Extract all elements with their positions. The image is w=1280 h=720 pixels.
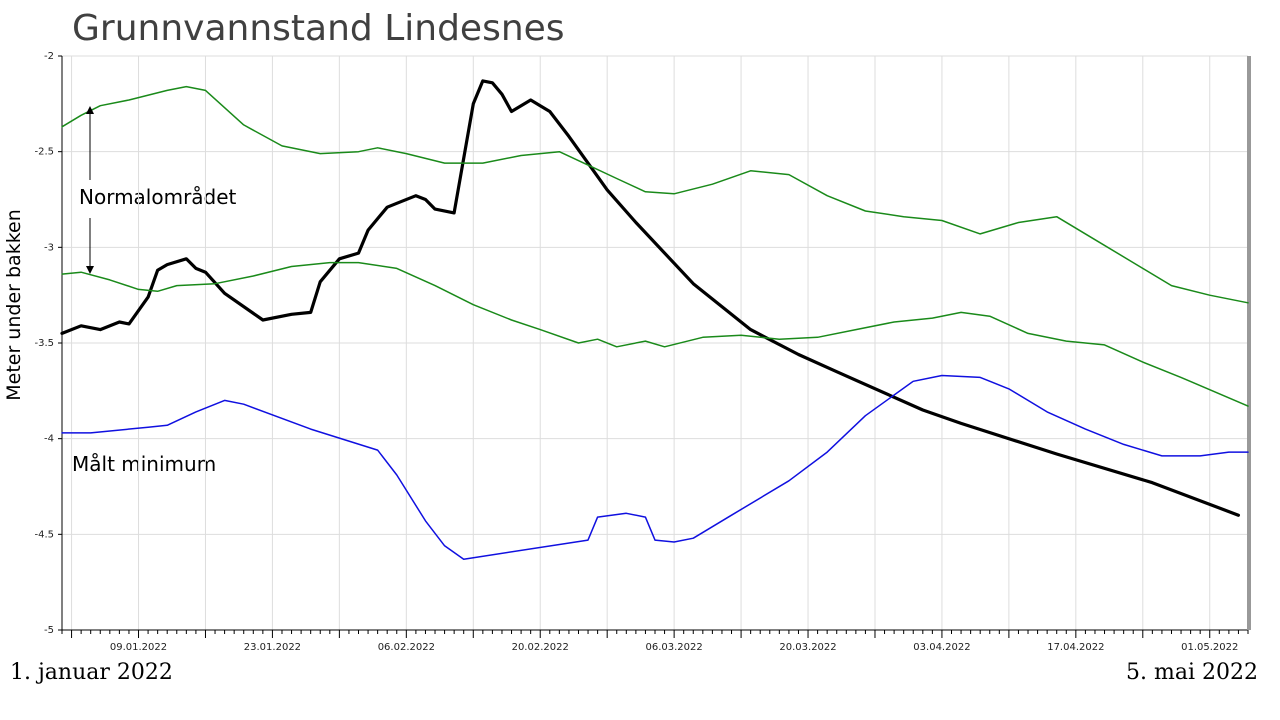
right-cursor-bar xyxy=(1247,56,1251,630)
y-tick-label: -3 xyxy=(44,242,54,253)
end-date-label: 5. mai 2022 xyxy=(1126,660,1258,685)
y-tick-label: -3.5 xyxy=(34,338,54,349)
series-line-normal xyxy=(61,85,1249,304)
page-title: Grunnvannstand Lindesnes xyxy=(72,8,565,49)
x-tick-label: 06.03.2022 xyxy=(645,642,702,653)
y-tick-label: -4 xyxy=(44,434,54,445)
start-date-label: 1. januar 2022 xyxy=(10,660,173,685)
x-tick-label: 01.05.2022 xyxy=(1181,642,1238,653)
x-tick-label: 17.04.2022 xyxy=(1047,642,1104,653)
x-tick-label: 09.01.2022 xyxy=(110,642,167,653)
measured-minimum-annotation: Målt minimum xyxy=(72,452,217,476)
x-tick-label: 23.01.2022 xyxy=(244,642,301,653)
series-line-minimum xyxy=(61,374,1249,560)
series-line-normal xyxy=(61,261,1249,407)
x-tick-label: 03.04.2022 xyxy=(913,642,970,653)
x-tick-label: 20.02.2022 xyxy=(512,642,569,653)
series-line-measured xyxy=(60,79,1240,517)
series-lines xyxy=(60,79,1249,560)
x-tick-label: 06.02.2022 xyxy=(378,642,435,653)
y-tick-label: -2 xyxy=(44,51,54,62)
x-tick-label: 20.03.2022 xyxy=(779,642,836,653)
grid xyxy=(62,55,1248,631)
y-tick-label: -2.5 xyxy=(34,147,54,158)
y-tick-label: -5 xyxy=(44,625,54,636)
axes: -2 -2.5 -3 -3.5 -4 -4.5 -5 09.01.2022 23.01.2022… xyxy=(34,51,1251,653)
normal-range-annotation: Normalområdet xyxy=(79,185,237,209)
y-tick-label: -4.5 xyxy=(34,529,54,540)
